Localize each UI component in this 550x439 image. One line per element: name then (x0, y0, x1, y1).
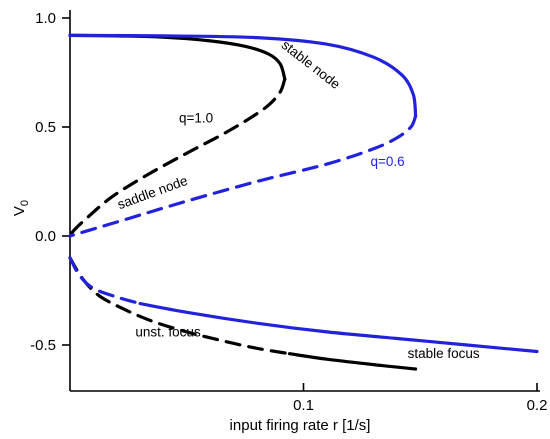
series-q06-dashed-segment (68, 256, 142, 306)
series-q06-solid-segment (68, 33, 418, 118)
annotation-label: unst. focus (135, 324, 201, 339)
series-layer (68, 33, 539, 371)
y-axis-title-main: V (11, 206, 28, 216)
series-q1-solid-segment (287, 352, 418, 371)
x-tick-label: 0.1 (293, 397, 314, 414)
x-tick-label: 0.2 (527, 397, 548, 414)
x-ticks: 0.1 0.2 (293, 383, 547, 414)
y-tick-label: 1.0 (35, 10, 56, 27)
y-axis-title-subscript: 0 (19, 200, 31, 206)
y-tick-label: 0.5 (35, 119, 56, 136)
y-ticks: 1.0 0.5 0.0 -0.5 (30, 10, 70, 354)
annotation-label: q=1.0 (179, 111, 213, 126)
series-q06-solid-segment (138, 302, 539, 354)
x-axis-title: input firing rate r [1/s] (230, 417, 371, 434)
y-axis-title: V0 (11, 200, 31, 216)
series-q1-solid-segment (68, 33, 287, 81)
annotation-label: saddle node (115, 173, 189, 212)
annotation-label: stable focus (408, 346, 480, 361)
series-q06-dashed-segment (68, 114, 418, 238)
y-tick-label: -0.5 (30, 337, 56, 354)
series-q1-dashed-segment (68, 77, 287, 238)
annotation-label: q=0.6 (370, 154, 404, 169)
svg-text:V0: V0 (11, 200, 31, 216)
series-q1-dashed-segment (68, 256, 292, 356)
y-tick-label: 0.0 (35, 228, 56, 245)
